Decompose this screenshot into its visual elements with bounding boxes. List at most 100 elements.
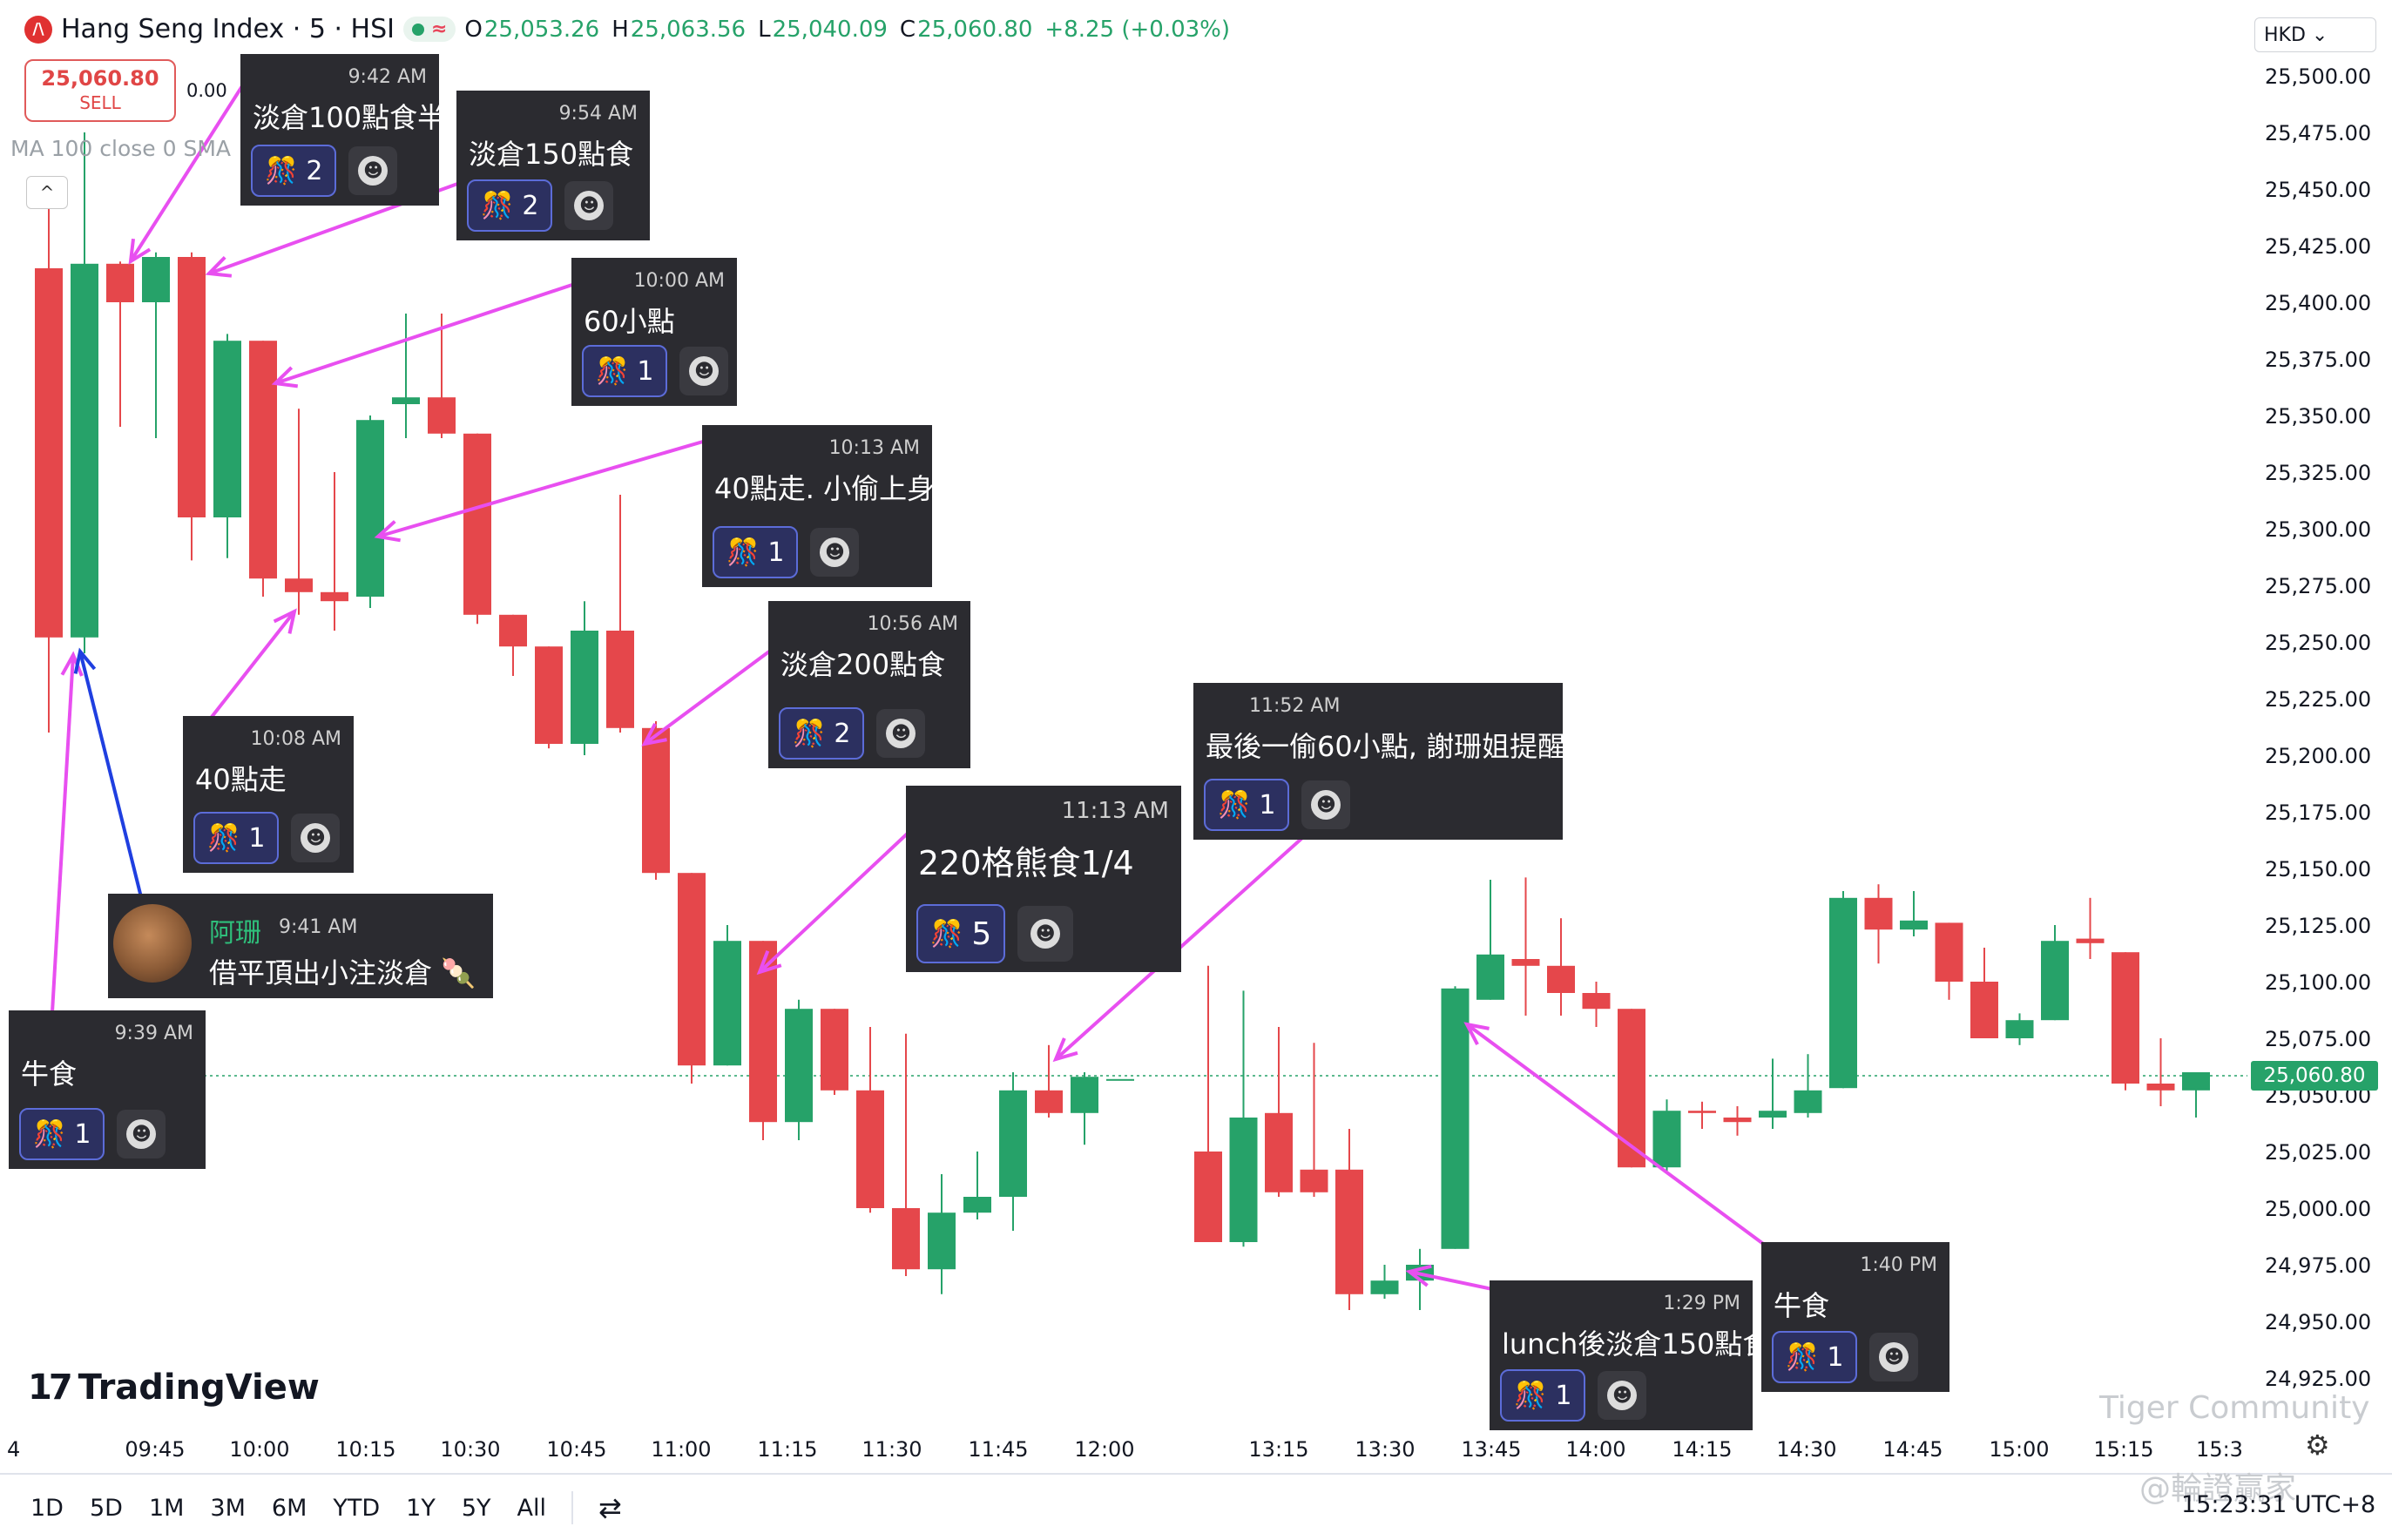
annotation-arrow-line: [129, 68, 254, 263]
candle-body: [713, 941, 741, 1066]
add-reaction-button[interactable]: ☻: [876, 709, 926, 758]
candle-body: [1723, 1118, 1752, 1123]
candle-body: [1688, 1111, 1716, 1113]
add-reaction-button[interactable]: ☻: [810, 528, 860, 577]
add-reaction-button[interactable]: ☻: [291, 814, 341, 862]
candle-body: [678, 873, 706, 1066]
reaction-button[interactable]: 🎊 2: [779, 707, 865, 760]
candle-body: [428, 397, 456, 434]
user-avatar[interactable]: [113, 904, 192, 983]
trade-note[interactable]: 10:56 AM 淡倉200點食 🎊 2 ☻: [768, 601, 970, 768]
clock-readout[interactable]: 15:23:31 UTC+8: [2181, 1491, 2376, 1518]
add-reaction-button[interactable]: ☻: [679, 347, 729, 395]
trade-note[interactable]: 9:39 AM 牛食 🎊 1 ☻: [9, 1010, 206, 1169]
trade-note[interactable]: 9:54 AM 淡倉150點食 🎊 2 ☻: [456, 91, 650, 240]
tf-6m[interactable]: 6M: [271, 1494, 307, 1522]
reaction-button[interactable]: 🎊 1: [19, 1108, 105, 1160]
smiley-icon: ☻: [574, 191, 605, 220]
candle-body: [642, 727, 670, 874]
hsi-logo-icon[interactable]: /\: [24, 15, 52, 44]
time-tick-label: 14:15: [1672, 1437, 1732, 1462]
tf-1y[interactable]: 1Y: [406, 1494, 436, 1522]
reaction-button[interactable]: 🎊 1: [1772, 1331, 1858, 1383]
add-reaction-button[interactable]: ☻: [117, 1110, 166, 1158]
reaction-count: 1: [1555, 1380, 1572, 1411]
trade-note[interactable]: 1:29 PM lunch後淡倉150點食 🎊 1 ☻: [1490, 1280, 1770, 1430]
price-tick-label: 25,150.00: [2265, 857, 2371, 881]
calendar-range-icon[interactable]: ⇄: [598, 1491, 622, 1524]
tf-ytd[interactable]: YTD: [333, 1494, 381, 1522]
trade-note[interactable]: 11:13 AM 220格熊食1/4 🎊 5 ☻: [906, 786, 1181, 972]
party-emoji-icon: 🎊: [481, 190, 514, 221]
smiley-icon: ☻: [1311, 790, 1341, 820]
price-tick-label: 25,175.00: [2265, 800, 2371, 825]
collapse-button[interactable]: ^: [26, 176, 68, 209]
trade-note[interactable]: 10:13 AM 40點走. 小偷上身 🎊 1 ☻: [702, 425, 935, 587]
comment-text: 借平頂出小注淡倉 🍡: [209, 956, 476, 990]
reaction-button[interactable]: 🎊 1: [1204, 779, 1290, 831]
trade-note[interactable]: 11:52 AM 最後一偷60小點, 謝珊姐提醒 🎊 1 ☻: [1193, 683, 1566, 840]
sell-label: SELL: [79, 92, 121, 113]
sell-button[interactable]: 25,060.80 SELL: [24, 59, 176, 122]
reaction-button[interactable]: 🎊 2: [467, 179, 553, 232]
reaction-button[interactable]: 🎊 1: [582, 345, 668, 397]
note-text: lunch後淡倉150點食: [1502, 1327, 1771, 1361]
chart-header: /\ Hang Seng Index · 5 · HSI ≈ O25,053.2…: [24, 14, 1230, 44]
reaction-button[interactable]: 🎊 1: [1500, 1369, 1586, 1422]
annotation-arrow-head: [1463, 1022, 1490, 1045]
candle-body: [1476, 954, 1504, 1000]
comment-card[interactable]: 阿珊 9:41 AM 借平頂出小注淡倉 🍡: [108, 894, 493, 998]
candle-body: [1229, 1118, 1258, 1242]
candle-body: [356, 420, 384, 597]
ma-indicator-label[interactable]: MA 100 close 0 SMA: [10, 136, 232, 161]
reaction-button[interactable]: 🎊 5: [916, 904, 1006, 963]
tf-1d[interactable]: 1D: [30, 1494, 64, 1522]
reaction-button[interactable]: 🎊 2: [251, 145, 337, 197]
tf-3m[interactable]: 3M: [210, 1494, 246, 1522]
tf-5d[interactable]: 5D: [89, 1494, 123, 1522]
add-reaction-button[interactable]: ☻: [348, 146, 398, 195]
trade-note[interactable]: 10:00 AM 60小點 🎊 1 ☻: [571, 258, 737, 406]
smiley-icon: ☻: [126, 1119, 157, 1149]
tf-all[interactable]: All: [517, 1494, 546, 1522]
candle-body: [1194, 1152, 1222, 1242]
time-tick-label: 11:00: [651, 1437, 711, 1462]
add-reaction-button[interactable]: ☻: [564, 181, 614, 230]
price-tick-label: 25,375.00: [2265, 348, 2371, 372]
time-tick-label: 09:45: [125, 1437, 185, 1462]
market-status-pill[interactable]: ≈: [402, 17, 456, 42]
symbol-title[interactable]: Hang Seng Index · 5 · HSI: [61, 14, 395, 44]
price-tick-label: 25,225.00: [2265, 687, 2371, 712]
candle-body: [178, 257, 206, 517]
smiley-icon: ☻: [820, 537, 850, 567]
price-tick-label: 25,250.00: [2265, 631, 2371, 655]
close-label: C: [899, 16, 916, 43]
reaction-button[interactable]: 🎊 1: [193, 812, 280, 864]
add-reaction-button[interactable]: ☻: [1301, 780, 1351, 829]
add-reaction-button[interactable]: ☻: [1869, 1333, 1919, 1381]
trade-note[interactable]: 9:42 AM 淡倉100點食半 🎊 2 ☻: [240, 54, 445, 206]
green-dot-icon: [411, 23, 424, 36]
smiley-icon: ☻: [1607, 1381, 1638, 1410]
price-tick-label: 25,000.00: [2265, 1197, 2371, 1221]
candle-body: [2112, 952, 2139, 1084]
currency-select[interactable]: HKD ⌄: [2254, 17, 2376, 52]
sell-price: 25,060.80: [41, 66, 159, 91]
tradingview-logo[interactable]: 17 TradingView: [28, 1368, 320, 1408]
add-reaction-button[interactable]: ☻: [1017, 906, 1074, 962]
time-tick-label: 13:30: [1355, 1437, 1415, 1462]
trade-note[interactable]: 10:08 AM 40點走 🎊 1 ☻: [183, 716, 354, 873]
reaction-button[interactable]: 🎊 1: [713, 526, 799, 578]
trade-note[interactable]: 1:40 PM 牛食 🎊 1 ☻: [1761, 1242, 1949, 1392]
comment-username[interactable]: 阿珊: [209, 918, 261, 949]
candle-body: [1300, 1169, 1328, 1192]
price-tick-label: 25,350.00: [2265, 404, 2371, 429]
tf-1m[interactable]: 1M: [148, 1494, 185, 1522]
add-reaction-button[interactable]: ☻: [1598, 1371, 1647, 1420]
note-text: 最後一偷60小點, 謝珊姐提醒: [1206, 730, 1566, 763]
settings-gear-icon[interactable]: ⚙: [2305, 1429, 2330, 1462]
candle-body: [1759, 1111, 1787, 1118]
tf-5y[interactable]: 5Y: [461, 1494, 491, 1522]
note-text: 淡倉150點食: [469, 138, 634, 171]
